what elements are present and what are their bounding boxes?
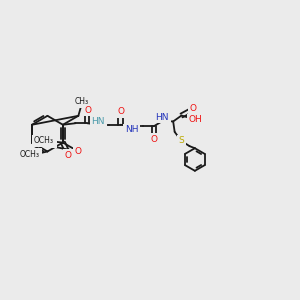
Text: O: O [151, 135, 158, 144]
Text: O: O [117, 107, 124, 116]
Text: HN: HN [92, 117, 105, 126]
Text: OCH₃: OCH₃ [19, 150, 39, 159]
Text: O: O [48, 137, 55, 146]
Text: CH₃: CH₃ [75, 98, 89, 106]
Text: OH: OH [189, 115, 202, 124]
Text: OCH₃: OCH₃ [34, 136, 54, 145]
Text: O: O [75, 147, 82, 156]
Text: O: O [189, 104, 196, 113]
Text: HN: HN [155, 113, 169, 122]
Text: O: O [64, 151, 71, 160]
Text: NH: NH [125, 125, 138, 134]
Text: O: O [34, 149, 40, 158]
Text: S: S [178, 136, 184, 145]
Text: O: O [84, 106, 91, 115]
